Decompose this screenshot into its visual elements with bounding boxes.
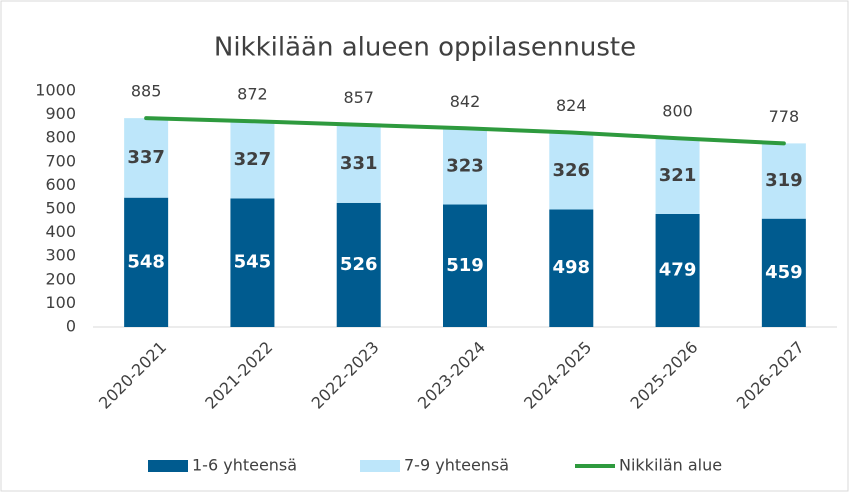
line-label: 872 — [237, 85, 268, 104]
y-tick-label: 300 — [45, 246, 76, 265]
y-tick-label: 600 — [45, 175, 76, 194]
y-tick-label: 1000 — [35, 81, 76, 100]
chart-title: Nikkilään alueen oppilasennuste — [214, 33, 636, 63]
bar-label: 323 — [446, 155, 484, 176]
y-tick-label: 400 — [45, 222, 76, 241]
y-tick-label: 200 — [45, 269, 76, 288]
line-label: 885 — [131, 82, 162, 101]
bar-segment — [336, 202, 381, 327]
bar-label: 319 — [765, 170, 803, 191]
bar-label: 327 — [234, 149, 272, 170]
line-label: 857 — [343, 88, 374, 107]
legend-label: 1-6 yhteensä — [192, 456, 297, 475]
line-label: 824 — [556, 96, 587, 115]
bar-segment — [124, 118, 169, 198]
y-tick-label: 0 — [66, 317, 76, 336]
bar-segment — [761, 143, 806, 219]
bar-segment — [230, 198, 275, 327]
bar-segment — [655, 138, 700, 214]
bar-label: 326 — [552, 160, 590, 181]
y-tick-label: 900 — [45, 104, 76, 123]
y-tick-label: 100 — [45, 293, 76, 312]
line-label: 842 — [450, 92, 481, 111]
bar-segment — [230, 121, 275, 199]
bar-segment — [124, 197, 169, 327]
line — [144, 116, 786, 146]
legend-label: 7-9 yhteensä — [404, 456, 509, 475]
bar-label: 498 — [552, 257, 590, 278]
bar-label: 331 — [340, 153, 378, 174]
bar-segment — [549, 209, 594, 327]
bar-label: 479 — [659, 259, 697, 280]
bar-segment — [336, 124, 381, 203]
bar-label: 337 — [127, 147, 165, 168]
bar-segment — [761, 218, 806, 327]
y-tick-label: 700 — [45, 151, 76, 170]
bar-label: 548 — [127, 251, 165, 272]
bar-segment — [443, 128, 487, 205]
bar-segment — [655, 213, 700, 327]
bar-segment — [549, 132, 594, 210]
bar-label: 519 — [446, 255, 484, 276]
bar-label: 526 — [340, 254, 378, 275]
bar-segment — [443, 204, 487, 327]
line-label: 800 — [662, 102, 693, 121]
legend-swatch — [360, 460, 400, 472]
bar-label: 459 — [765, 262, 803, 283]
y-tick-label: 800 — [45, 128, 76, 147]
legend-swatch — [148, 460, 188, 472]
line-label: 778 — [769, 107, 800, 126]
y-tick-label: 500 — [45, 199, 76, 218]
bar-label: 321 — [659, 165, 697, 186]
legend-label: Nikkilän alue — [619, 456, 722, 475]
bar-label: 545 — [234, 252, 272, 273]
